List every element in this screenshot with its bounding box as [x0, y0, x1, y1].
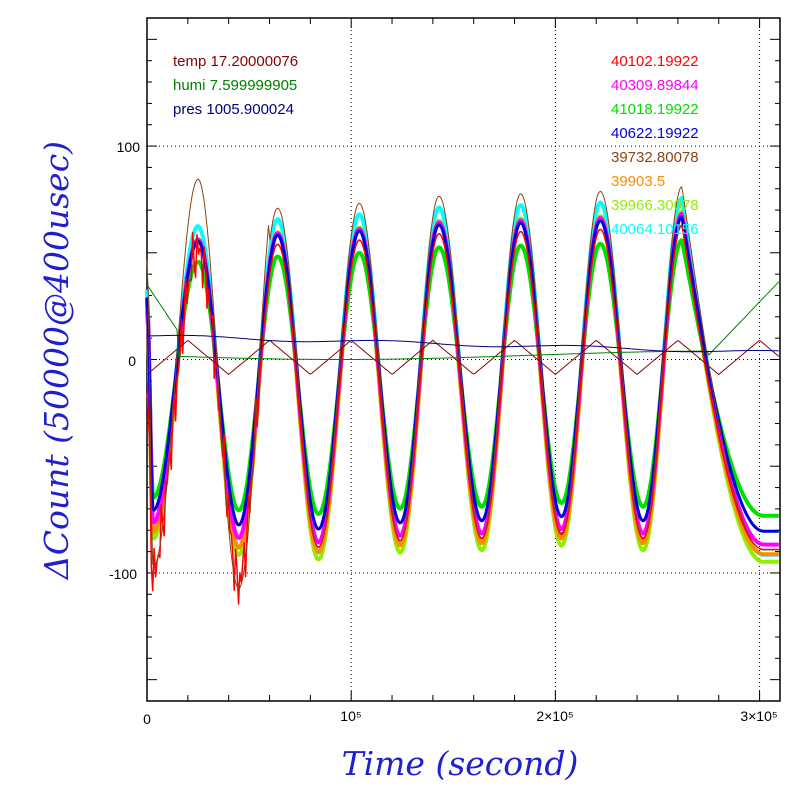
legend-count-4: 40622.19922 [611, 125, 699, 142]
count-legend: 40102.19922 40309.89844 41018.19922 4062… [611, 53, 699, 238]
y-axis-title: ΔCount (50000@400usec) [37, 141, 76, 581]
x-tick-label-1e5: 10⁵ [340, 708, 361, 724]
y-tick-label-100: 100 [117, 139, 141, 155]
legend-count-6: 39903.5 [611, 173, 665, 190]
series-line-2 [145, 211, 780, 547]
legend-count-7: 39966.30078 [611, 197, 699, 214]
temp-line [146, 339, 780, 376]
grid-lines [147, 18, 780, 701]
x-tick-label-2e5: 2×10⁵ [536, 708, 573, 724]
pres-line [147, 334, 779, 353]
env-legend: temp 17.20000076 humi 7.599999905 pres 1… [173, 53, 298, 118]
x-tick-label-3e5: 3×10⁵ [740, 708, 777, 724]
y-tick-label-neg100: -100 [109, 566, 137, 582]
axis-ticks [146, 18, 780, 701]
legend-count-1: 40102.19922 [611, 53, 699, 70]
legend-count-8: 40064.10156 [611, 221, 699, 238]
legend-count-5: 39732.80078 [611, 149, 699, 166]
x-tick-label-0: 0 [143, 711, 151, 727]
legend-count-3: 41018.19922 [611, 101, 699, 118]
legend-humi: humi 7.599999905 [173, 77, 297, 94]
series-line-5 [146, 178, 779, 589]
series-lines [145, 178, 780, 605]
legend-temp: temp 17.20000076 [173, 53, 298, 70]
legend-count-2: 40309.89844 [611, 77, 699, 94]
series-line-3 [145, 238, 780, 518]
tick-labels: 100 0 -100 0 10⁵ 2×10⁵ 3×10⁵ [109, 139, 778, 727]
humi-line [146, 281, 780, 360]
legend-pres: pres 1005.900024 [173, 101, 294, 118]
series-line-4 [145, 215, 779, 533]
y-tick-label-0: 0 [128, 353, 136, 369]
x-axis-title: Time (second) [342, 744, 579, 783]
